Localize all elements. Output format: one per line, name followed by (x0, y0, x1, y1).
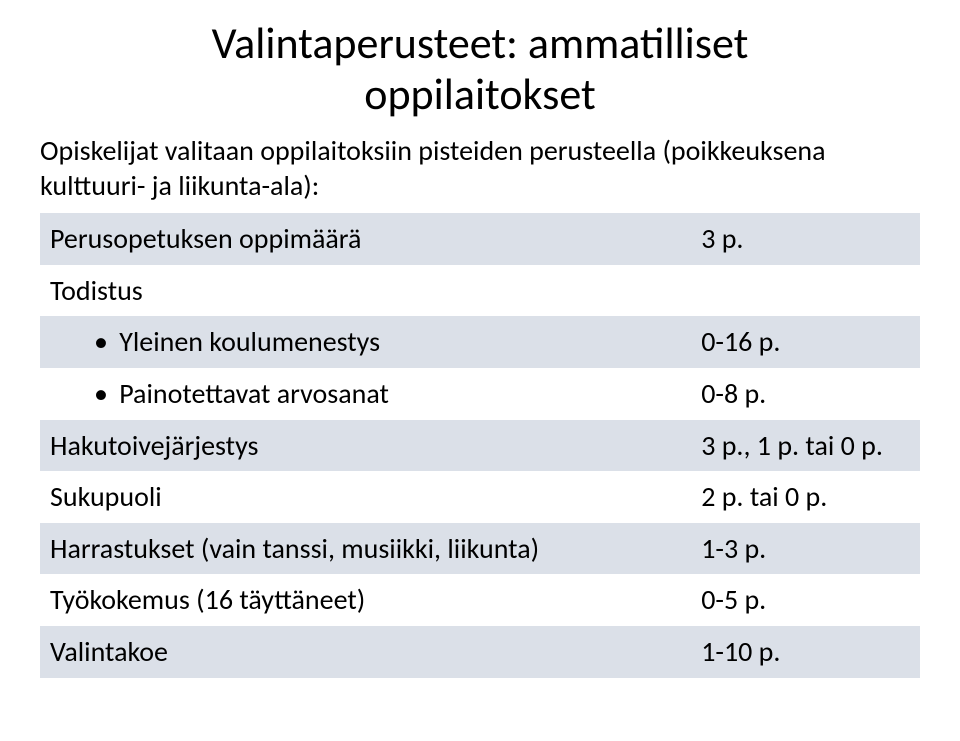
row-label: Sukupuoli (40, 471, 691, 523)
row-label: Todistus (40, 265, 691, 317)
lead-paragraph: Opiskelijat valitaan oppilaitoksiin pist… (40, 133, 920, 203)
row-value (691, 265, 920, 317)
table-row: Sukupuoli 2 p. tai 0 p. (40, 471, 920, 523)
table-row: Työkokemus (16 täyttäneet) 0-5 p. (40, 574, 920, 626)
criteria-table-body: Perusopetuksen oppimäärä 3 p. Todistus •… (40, 213, 920, 677)
table-row: •Painotettavat arvosanat 0-8 p. (40, 368, 920, 420)
title-line-2: oppilaitokset (364, 67, 596, 121)
row-value: 1-3 p. (691, 523, 920, 575)
row-value: 3 p. (691, 213, 920, 265)
table-row: Valintakoe 1-10 p. (40, 626, 920, 678)
criteria-table: Perusopetuksen oppimäärä 3 p. Todistus •… (40, 213, 920, 677)
row-value: 0-8 p. (691, 368, 920, 420)
title-line-1: Valintaperusteet: ammatilliset (212, 16, 749, 70)
table-row: •Yleinen koulumenestys 0-16 p. (40, 316, 920, 368)
row-label: Hakutoivejärjestys (40, 420, 691, 472)
slide-title: Valintaperusteet: ammatilliset oppilaito… (40, 18, 920, 119)
row-label: Valintakoe (40, 626, 691, 678)
row-label: •Yleinen koulumenestys (40, 316, 691, 368)
row-label: Perusopetuksen oppimäärä (40, 213, 691, 265)
row-value: 3 p., 1 p. tai 0 p. (691, 420, 920, 472)
row-value: 0-5 p. (691, 574, 920, 626)
bullet-icon: • (94, 377, 119, 411)
table-row: Todistus (40, 265, 920, 317)
row-label: Harrastukset (vain tanssi, musiikki, lii… (40, 523, 691, 575)
row-label-text: Painotettavat arvosanat (119, 376, 389, 411)
row-label: Työkokemus (16 täyttäneet) (40, 574, 691, 626)
row-label: •Painotettavat arvosanat (40, 368, 691, 420)
row-label-text: Yleinen koulumenestys (119, 324, 380, 359)
table-row: Hakutoivejärjestys 3 p., 1 p. tai 0 p. (40, 420, 920, 472)
slide: Valintaperusteet: ammatilliset oppilaito… (0, 0, 960, 741)
bullet-icon: • (94, 325, 119, 359)
row-value: 0-16 p. (691, 316, 920, 368)
row-value: 1-10 p. (691, 626, 920, 678)
row-value: 2 p. tai 0 p. (691, 471, 920, 523)
table-row: Harrastukset (vain tanssi, musiikki, lii… (40, 523, 920, 575)
table-row: Perusopetuksen oppimäärä 3 p. (40, 213, 920, 265)
